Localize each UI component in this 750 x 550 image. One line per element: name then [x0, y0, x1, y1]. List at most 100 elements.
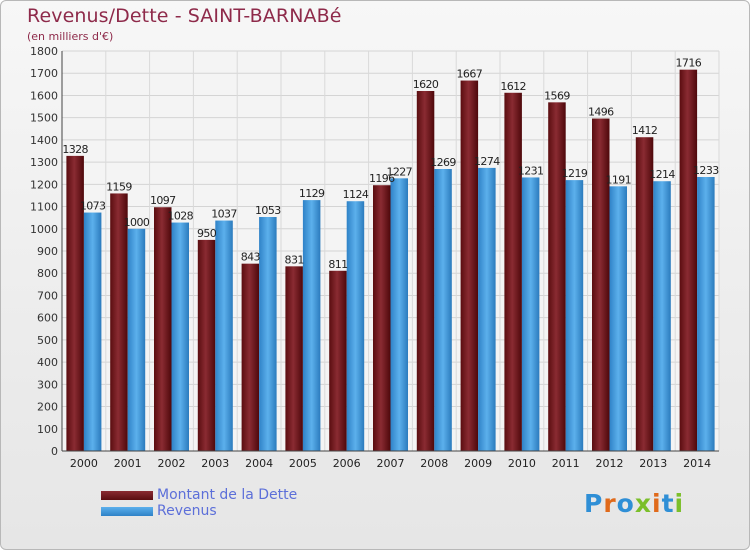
- bar-debt: [635, 137, 654, 451]
- x-tick-label: 2014: [683, 457, 711, 470]
- x-tick-label: 2006: [333, 457, 361, 470]
- data-label-debt: 950: [197, 227, 217, 240]
- y-tick-label: 1000: [30, 223, 58, 236]
- bar-revenue: [434, 169, 452, 451]
- data-label-revenue: 1073: [80, 200, 106, 213]
- bar-debt: [504, 92, 522, 452]
- data-label-revenue: 1028: [167, 210, 193, 223]
- logo-letter: i: [674, 489, 685, 518]
- data-label-debt: 1716: [676, 57, 702, 70]
- chart-subtitle: (en milliers d'€): [27, 30, 114, 43]
- data-label-debt: 1667: [457, 68, 483, 81]
- data-label-debt: 843: [241, 251, 261, 264]
- y-tick-label: 1800: [30, 45, 58, 58]
- bar-debt: [548, 102, 566, 451]
- y-tick-label: 900: [37, 245, 58, 258]
- legend-swatch-debt: [101, 490, 153, 500]
- x-tick-label: 2000: [70, 457, 98, 470]
- y-tick-label: 1300: [30, 156, 58, 169]
- y-tick-label: 0: [51, 445, 58, 458]
- y-tick-label: 1100: [30, 201, 58, 214]
- bar-debt: [66, 155, 84, 451]
- y-tick-label: 1600: [30, 89, 58, 102]
- bar-revenue: [609, 186, 627, 452]
- data-label-revenue: 1219: [562, 167, 588, 180]
- x-tick-label: 2007: [377, 457, 405, 470]
- logo-letter: o: [616, 489, 635, 518]
- bar-revenue: [478, 167, 496, 451]
- x-tick-label: 2003: [201, 457, 229, 470]
- y-tick-label: 300: [37, 378, 58, 391]
- data-label-revenue: 1274: [474, 155, 500, 168]
- data-label-debt: 1196: [369, 172, 395, 185]
- data-label-revenue: 1191: [605, 173, 631, 186]
- logo-letter: i: [652, 489, 662, 518]
- bar-revenue: [653, 181, 671, 451]
- y-tick-label: 1200: [30, 178, 58, 191]
- bar-debt: [241, 263, 260, 451]
- data-label-revenue: 1269: [430, 156, 456, 169]
- bar-revenue: [127, 228, 146, 451]
- legend-item-revenue: Revenus: [101, 503, 297, 519]
- legend-label-revenue: Revenus: [157, 503, 217, 519]
- data-label-revenue: 1227: [386, 165, 412, 178]
- data-label-debt: 1496: [588, 106, 614, 119]
- y-tick-label: 200: [37, 401, 58, 414]
- chart-legend: Montant de la Dette Revenus: [101, 487, 297, 519]
- x-tick-label: 2004: [245, 457, 273, 470]
- data-label-revenue: 1000: [124, 216, 150, 229]
- x-tick-label: 2012: [596, 457, 624, 470]
- data-label-debt: 831: [285, 253, 304, 266]
- chart-title: Revenus/Dette - SAINT-BARNABé: [27, 5, 342, 27]
- data-label-debt: 1569: [544, 89, 570, 102]
- bar-debt: [285, 266, 303, 451]
- bar-debt: [679, 69, 698, 452]
- data-label-debt: 1328: [62, 143, 88, 156]
- bar-revenue: [171, 222, 189, 451]
- bar-revenue: [83, 212, 102, 451]
- data-label-revenue: 1037: [211, 208, 237, 221]
- y-tick-label: 500: [37, 334, 58, 347]
- bar-revenue: [215, 220, 233, 451]
- bar-debt: [329, 270, 347, 451]
- x-tick-label: 2010: [508, 457, 536, 470]
- y-tick-label: 100: [37, 423, 58, 436]
- data-label-debt: 1412: [632, 124, 658, 137]
- data-label-debt: 811: [328, 258, 347, 271]
- x-tick-label: 2011: [552, 457, 580, 470]
- y-tick-label: 700: [37, 289, 58, 302]
- data-label-debt: 1612: [500, 80, 526, 93]
- x-tick-label: 2008: [420, 457, 448, 470]
- logo-letter: x: [634, 489, 652, 518]
- x-tick-label: 2009: [464, 457, 492, 470]
- y-tick-label: 1400: [30, 134, 58, 147]
- data-label-revenue: 1129: [299, 187, 325, 200]
- x-tick-label: 2005: [289, 457, 317, 470]
- data-label-debt: 1620: [413, 78, 439, 91]
- bar-revenue: [259, 217, 277, 451]
- bar-debt: [110, 193, 128, 451]
- x-tick-label: 2002: [158, 457, 186, 470]
- x-tick-label: 2001: [114, 457, 142, 470]
- bar-revenue: [302, 200, 321, 451]
- bar-debt: [416, 91, 435, 451]
- bar-revenue: [390, 178, 408, 452]
- logo-letter: r: [603, 489, 617, 518]
- data-label-revenue: 1053: [255, 204, 281, 217]
- legend-swatch-revenue: [101, 506, 153, 516]
- bar-debt: [592, 118, 610, 452]
- data-label-revenue: 1214: [649, 168, 675, 181]
- data-label-revenue: 1231: [518, 164, 544, 177]
- logo-letter: P: [584, 489, 604, 518]
- y-tick-label: 1500: [30, 112, 58, 125]
- bar-debt: [373, 185, 391, 451]
- bar-revenue: [697, 177, 715, 451]
- data-label-revenue: 1233: [693, 164, 719, 177]
- data-label-debt: 1097: [150, 194, 176, 207]
- legend-item-debt: Montant de la Dette: [101, 487, 297, 503]
- bar-debt: [460, 80, 479, 452]
- bar-debt: [197, 239, 216, 451]
- bar-debt: [154, 207, 172, 451]
